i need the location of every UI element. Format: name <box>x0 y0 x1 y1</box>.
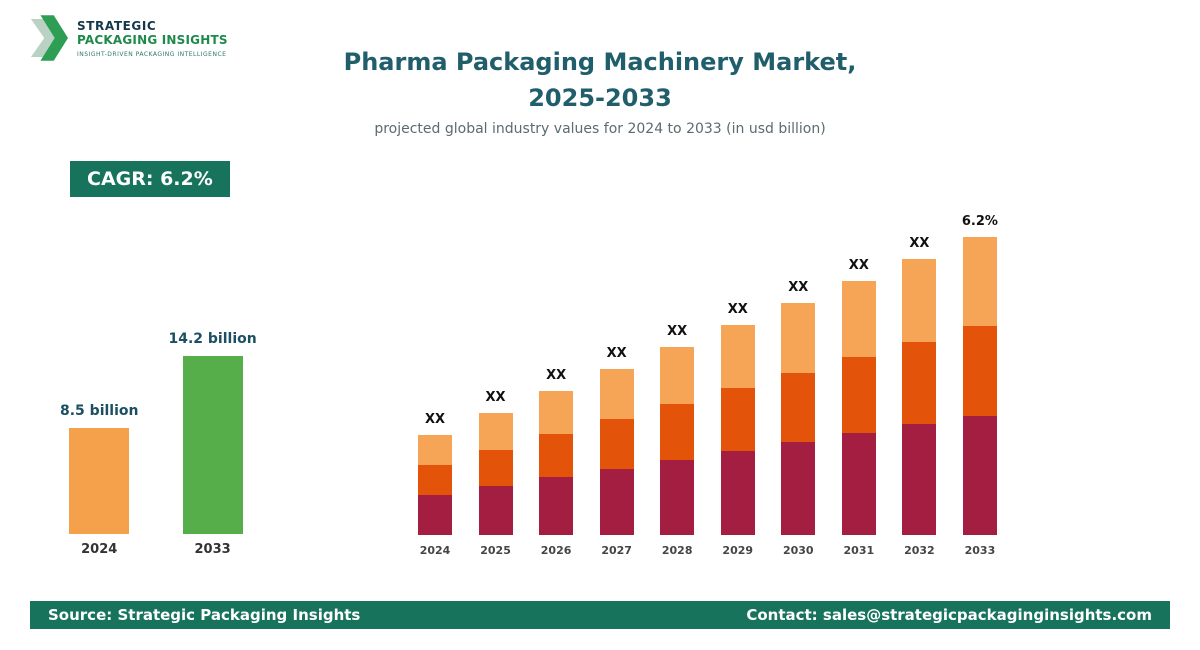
stacked-bar <box>478 413 513 535</box>
bar-segment-lower <box>418 495 452 535</box>
bar-segment-middle <box>478 449 513 487</box>
stacked-bar-group: 6.2% 2033 <box>950 214 1010 558</box>
bar-segment-lower <box>720 451 755 535</box>
bar-segment-lower <box>478 486 513 535</box>
summary-x-axis-label: 2024 <box>81 542 118 557</box>
bar-segment-upper <box>781 303 816 373</box>
stacked-bar-group: XX 2032 <box>889 236 949 558</box>
logo: STRATEGIC PACKAGING INSIGHTS INSIGHT-DRI… <box>30 14 228 62</box>
bar-segment-upper <box>599 369 634 419</box>
bar-top-label: XX <box>909 236 930 251</box>
bar-segment-upper <box>962 237 997 327</box>
bar-segment-lower <box>962 415 997 535</box>
stacked-bar-group: XX 2026 <box>526 368 586 558</box>
summary-bar-group: 14.2 billion 2033 <box>168 331 256 558</box>
bar-segment-middle <box>962 326 997 416</box>
x-axis-label: 2025 <box>480 544 511 557</box>
stacked-bar-group: XX 2031 <box>829 258 889 558</box>
bar-segment-lower <box>902 424 937 535</box>
bar-top-label: XX <box>546 368 567 383</box>
x-axis-label: 2030 <box>782 544 814 557</box>
stacked-bar <box>539 391 574 535</box>
page-subtitle: projected global industry values for 202… <box>374 121 826 137</box>
stacked-bar <box>902 259 937 535</box>
page-title-line2: 2025-2033 <box>528 84 672 112</box>
x-axis-label: 2026 <box>540 544 572 557</box>
bar-top-label: XX <box>848 258 869 273</box>
summary-chart: 8.5 billion 2024 14.2 billion 2033 <box>60 300 260 558</box>
stacked-bar <box>781 303 816 535</box>
stacked-bar-group: XX 2029 <box>708 302 768 558</box>
x-axis-label: 2028 <box>661 544 693 557</box>
bar-segment-lower <box>539 477 574 535</box>
bar-top-label: XX <box>485 390 506 405</box>
bar-segment-upper <box>418 435 452 465</box>
summary-bar-value-label: 14.2 billion <box>168 331 257 347</box>
stacked-bar <box>599 369 634 535</box>
logo-text: STRATEGIC PACKAGING INSIGHTS INSIGHT-DRI… <box>77 19 228 58</box>
logo-name-line2: PACKAGING INSIGHTS <box>77 32 228 47</box>
stacked-bar <box>660 347 695 535</box>
x-axis-label: 2029 <box>722 544 754 557</box>
stacked-bar-group: XX 2028 <box>647 324 707 558</box>
bar-segment-middle <box>539 434 574 478</box>
bar-top-label: XX <box>727 302 748 317</box>
bar-segment-upper <box>720 325 755 389</box>
bar-segment-middle <box>781 372 816 443</box>
x-axis-label: 2031 <box>843 544 875 557</box>
bar-segment-middle <box>660 403 695 460</box>
bar-segment-upper <box>841 281 876 358</box>
bar-segment-middle <box>720 388 755 452</box>
summary-bar-group: 8.5 billion 2024 <box>60 403 138 558</box>
summary-bar-value-label: 8.5 billion <box>60 403 139 419</box>
summary-bar <box>69 428 130 534</box>
stacked-bar <box>418 435 452 535</box>
logo-name-line1: STRATEGIC <box>77 18 157 33</box>
header: Pharma Packaging Machinery Market, 2025-2… <box>0 44 1200 137</box>
bar-segment-lower <box>781 442 816 535</box>
logo-tagline: INSIGHT-DRIVEN PACKAGING INTELLIGENCE <box>77 50 227 58</box>
bar-top-label: XX <box>606 346 627 361</box>
stacked-bar <box>841 281 876 535</box>
bar-segment-upper <box>478 413 513 450</box>
stacked-bar-group: XX 2027 <box>587 346 647 558</box>
bar-segment-upper <box>539 391 574 435</box>
summary-x-axis-label: 2033 <box>194 542 231 557</box>
bar-segment-lower <box>599 468 634 535</box>
x-axis-label: 2033 <box>964 544 996 557</box>
stacked-bar <box>720 325 755 535</box>
x-axis-label: 2024 <box>419 544 451 557</box>
bar-segment-middle <box>418 465 452 495</box>
bar-top-label: XX <box>424 412 446 427</box>
stacked-bar-group: XX 2030 <box>768 280 828 558</box>
bar-segment-middle <box>841 357 876 434</box>
bar-segment-middle <box>599 418 634 469</box>
x-axis-label: 2032 <box>904 544 935 557</box>
bar-segment-lower <box>660 459 695 535</box>
bar-segment-middle <box>902 341 937 425</box>
bar-segment-lower <box>841 433 876 535</box>
page-title-line1: Pharma Packaging Machinery Market, <box>343 48 857 76</box>
x-axis-label: 2027 <box>601 544 632 557</box>
stacked-bar-group: XX 2025 <box>466 390 526 558</box>
bar-segment-upper <box>902 259 937 342</box>
summary-bar <box>182 356 243 534</box>
bar-top-label: 6.2% <box>961 214 998 229</box>
footer-source: Source: Strategic Packaging Insights <box>48 606 361 624</box>
bar-top-label: XX <box>788 280 809 295</box>
footer-contact: Contact: sales@strategicpackaginginsight… <box>746 606 1152 624</box>
stacked-chart: XX 2024 XX 2025 XX 2026 XX 2027 XX 2028 XX 2029 XX 20… <box>405 195 1010 558</box>
stacked-bar <box>962 237 997 535</box>
footer-bar: Source: Strategic Packaging Insights Con… <box>30 601 1170 629</box>
page-title: Pharma Packaging Machinery Market, 2025-2… <box>0 44 1200 116</box>
logo-chevron-icon <box>30 15 68 61</box>
bar-top-label: XX <box>667 324 688 339</box>
stacked-bar-group: XX 2024 <box>405 412 465 558</box>
bar-segment-upper <box>660 347 695 404</box>
cagr-badge: CAGR: 6.2% <box>70 161 230 197</box>
